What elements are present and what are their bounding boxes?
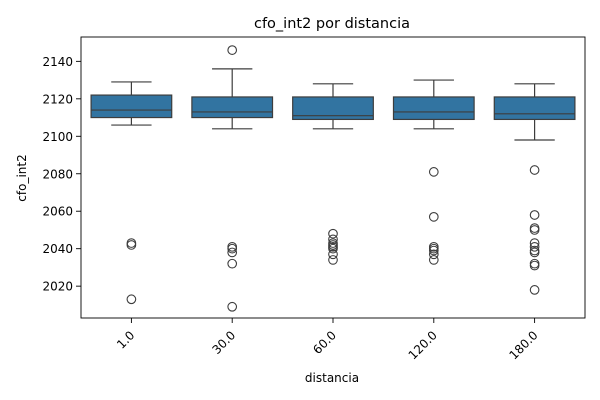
outlier-point	[428, 255, 439, 265]
box-iqr	[90, 94, 173, 119]
outlier-point	[328, 249, 338, 260]
outlier-point	[126, 238, 137, 248]
outlier-point	[227, 258, 238, 269]
chart-title: cfo_int2 por distancia	[254, 16, 410, 32]
y-tick-label: 2140	[42, 55, 73, 69]
y-tick-label: 2040	[42, 242, 73, 256]
box-iqr	[493, 96, 576, 121]
outlier-point	[328, 243, 338, 254]
y-tick-label: 2020	[42, 280, 73, 294]
x-tick-label: 120.0	[406, 328, 440, 362]
outlier-point	[428, 245, 439, 256]
outlier-point	[529, 241, 540, 252]
box-iqr	[392, 96, 475, 121]
plot-area: 2020 2040 2060 2080 2100 2120 2140 1.0 30.0 60.0 1…	[42, 36, 586, 362]
outlier-point	[126, 294, 137, 305]
plot-frame	[80, 36, 586, 319]
outlier-point	[126, 240, 137, 250]
x-tick-label: 30.0	[209, 328, 238, 357]
outlier-point	[529, 225, 540, 235]
outlier-point	[529, 260, 540, 271]
outlier-point	[227, 45, 238, 55]
x-tick-label: 60.0	[310, 328, 339, 357]
outlier-point	[328, 234, 338, 245]
outlier-point	[529, 247, 540, 258]
outlier-point	[328, 228, 338, 239]
x-tick-label: 1.0	[114, 328, 137, 351]
outlier-point	[227, 243, 238, 254]
y-tick-label: 2080	[42, 167, 73, 181]
outlier-point	[428, 167, 439, 177]
outlier-point	[227, 301, 238, 312]
x-tick-label: 180.0	[506, 328, 540, 362]
outlier-point	[529, 165, 540, 175]
outlier-point	[529, 238, 540, 248]
y-tick-label: 2060	[42, 205, 73, 219]
x-axis-label: distancia	[305, 371, 359, 385]
outlier-point	[328, 255, 338, 265]
outlier-point	[529, 258, 540, 269]
y-tick-label: 2100	[42, 130, 73, 144]
outlier-point	[227, 247, 238, 258]
outlier-point	[428, 211, 439, 222]
box-iqr	[292, 96, 374, 121]
y-tick-label: 2120	[42, 92, 73, 106]
y-axis-label: cfo_int2	[15, 154, 29, 201]
outlier-point	[529, 285, 540, 295]
outlier-point	[529, 210, 540, 220]
outlier-point	[428, 249, 439, 260]
box-iqr	[191, 96, 274, 119]
outlier-point	[529, 223, 540, 233]
